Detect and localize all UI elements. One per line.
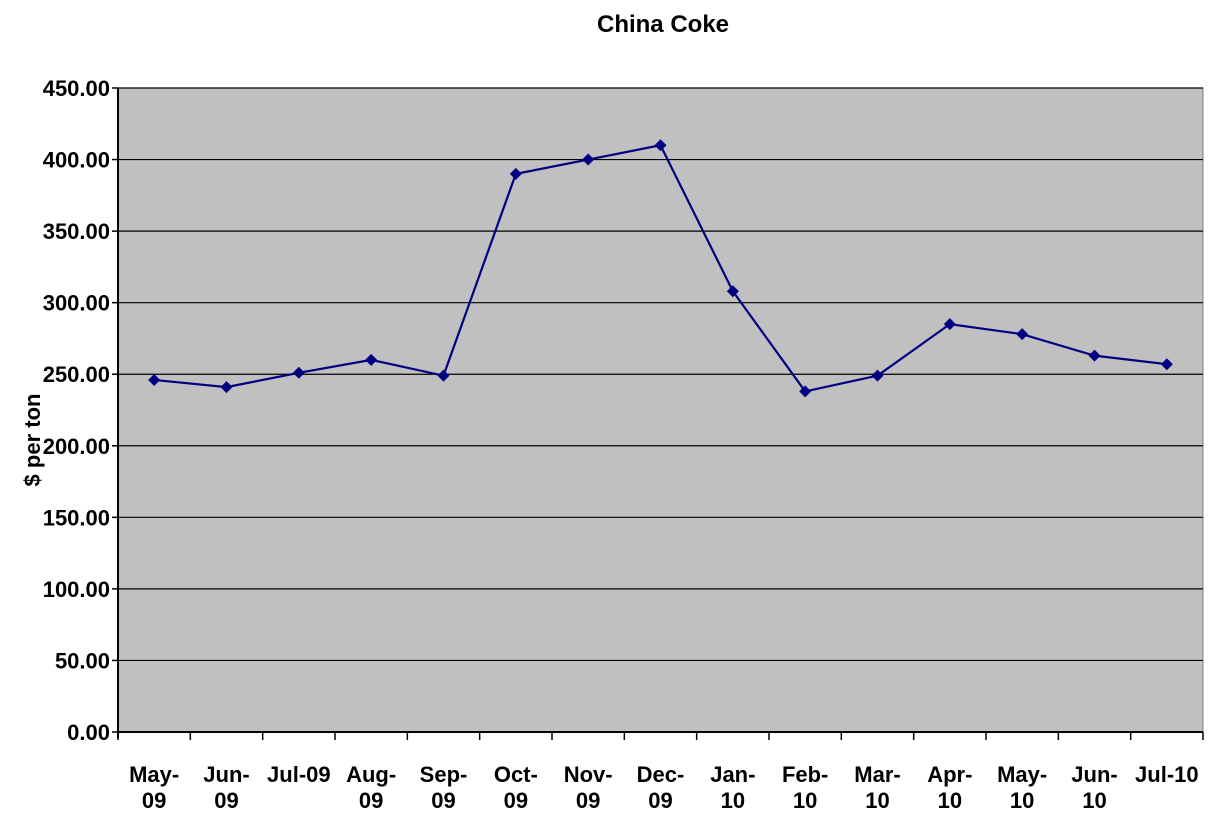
plot-area xyxy=(117,87,1204,733)
x-tick-label: 10 xyxy=(865,788,889,813)
y-tick-label: 450.00 xyxy=(43,76,110,101)
data-point xyxy=(582,153,595,166)
data-point xyxy=(148,373,161,386)
series xyxy=(148,139,1173,398)
y-tick-label: 50.00 xyxy=(55,648,110,673)
x-tick-label: May- xyxy=(129,762,179,787)
x-tick-label: 09 xyxy=(214,788,238,813)
x-tick-label: 09 xyxy=(142,788,166,813)
x-tick-label: Oct- xyxy=(494,762,538,787)
x-tick-label: Mar- xyxy=(854,762,900,787)
x-tick-label: 09 xyxy=(504,788,528,813)
x-tick-label: 09 xyxy=(431,788,455,813)
x-tick-label: 10 xyxy=(793,788,817,813)
data-point xyxy=(726,285,739,298)
y-tick-label: 200.00 xyxy=(43,434,110,459)
x-tick-label: Jun- xyxy=(1071,762,1117,787)
x-tick-label: 09 xyxy=(359,788,383,813)
x-tick-label: Jun- xyxy=(203,762,249,787)
x-tick-label: 10 xyxy=(721,788,745,813)
y-tick-label: 150.00 xyxy=(43,505,110,530)
y-tick-label: 100.00 xyxy=(43,577,110,602)
x-tick-label: Dec- xyxy=(637,762,685,787)
x-tick-label: Feb- xyxy=(782,762,828,787)
chart-title: China Coke xyxy=(597,11,729,38)
x-tick-label: 10 xyxy=(938,788,962,813)
data-point xyxy=(365,353,378,366)
x-tick-label: 10 xyxy=(1010,788,1034,813)
data-point xyxy=(509,167,522,180)
data-point xyxy=(871,369,884,382)
y-tick-label: 400.00 xyxy=(43,148,110,173)
data-point xyxy=(1160,358,1173,371)
x-tick-label: Apr- xyxy=(927,762,972,787)
x-tick-label: Nov- xyxy=(564,762,613,787)
x-tick-label: Jul-10 xyxy=(1135,762,1199,787)
data-point xyxy=(437,369,450,382)
data-point xyxy=(799,385,812,398)
data-point xyxy=(292,366,305,379)
x-tick-label: 09 xyxy=(576,788,600,813)
x-tick-label: Aug- xyxy=(346,762,396,787)
data-point xyxy=(1088,349,1101,362)
x-tick-label: May- xyxy=(997,762,1047,787)
y-tick-label: 0.00 xyxy=(67,720,110,745)
data-point xyxy=(943,318,956,331)
data-point xyxy=(654,139,667,152)
data-point xyxy=(1016,328,1029,341)
y-axis-label: $ per ton xyxy=(20,394,45,487)
x-tick-label: Sep- xyxy=(420,762,468,787)
x-tick-label: Jul-09 xyxy=(267,762,331,787)
x-tick-label: 10 xyxy=(1082,788,1106,813)
axes xyxy=(117,88,1203,738)
x-tick-label: Jan- xyxy=(710,762,755,787)
y-tick-label: 350.00 xyxy=(43,219,110,244)
data-point xyxy=(220,381,233,394)
y-tick-label: 300.00 xyxy=(43,291,110,316)
x-tick-label: 09 xyxy=(648,788,672,813)
y-tick-label: 250.00 xyxy=(43,362,110,387)
y-axis-ticks: 0.00 50.00 100.00 150.00 200.00 250.00 300.00 3… xyxy=(43,76,118,745)
